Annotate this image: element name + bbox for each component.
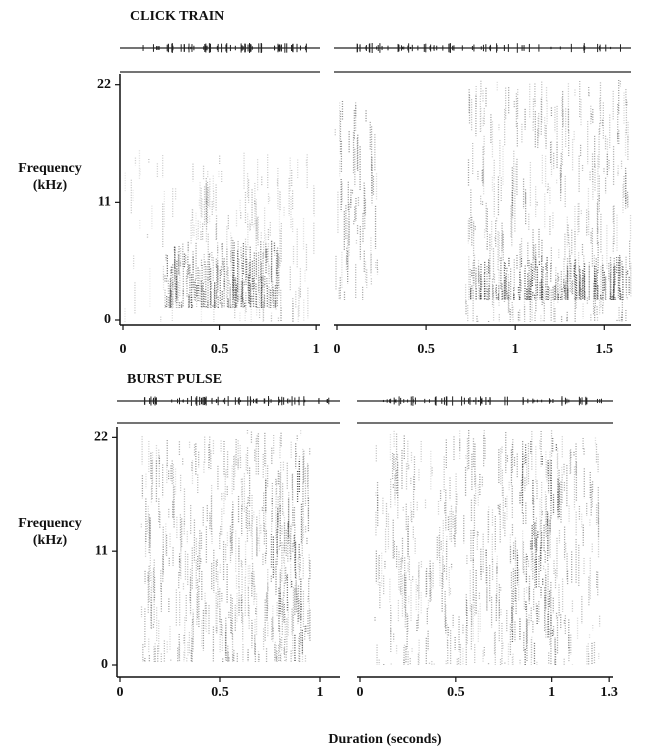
x-tick-label: 1: [313, 342, 320, 357]
x-tick-label: 0.5: [211, 685, 229, 700]
y-axis-label: Frequency (kHz): [18, 516, 82, 548]
y-tick-label: 22: [97, 77, 111, 92]
y-tick-label: 11: [95, 543, 108, 558]
x-tick-label: 0.5: [417, 342, 435, 357]
x-tick-label: 0: [357, 685, 364, 700]
x-tick-label: 0.5: [447, 685, 465, 700]
x-axis-label: Duration (seconds): [328, 732, 442, 747]
x-tick-label: 0: [334, 342, 341, 357]
x-tick-label: 1: [317, 685, 324, 700]
x-tick-label: 1: [548, 685, 555, 700]
y-tick-label: 0: [104, 312, 111, 327]
panel-title: BURST PULSE: [127, 372, 222, 387]
x-tick-label: 1: [512, 342, 519, 357]
x-tick-label: 1.5: [596, 342, 614, 357]
y-axis-label: Frequency (kHz): [18, 161, 82, 193]
x-tick-label: 0: [120, 342, 127, 357]
x-tick-label: 1.3: [600, 685, 618, 700]
x-tick-label: 0: [117, 685, 124, 700]
y-tick-label: 0: [101, 657, 108, 672]
y-tick-label: 11: [98, 195, 111, 210]
y-tick-label: 22: [94, 430, 108, 445]
panel-title: CLICK TRAIN: [130, 9, 224, 24]
x-tick-label: 0.5: [211, 342, 229, 357]
